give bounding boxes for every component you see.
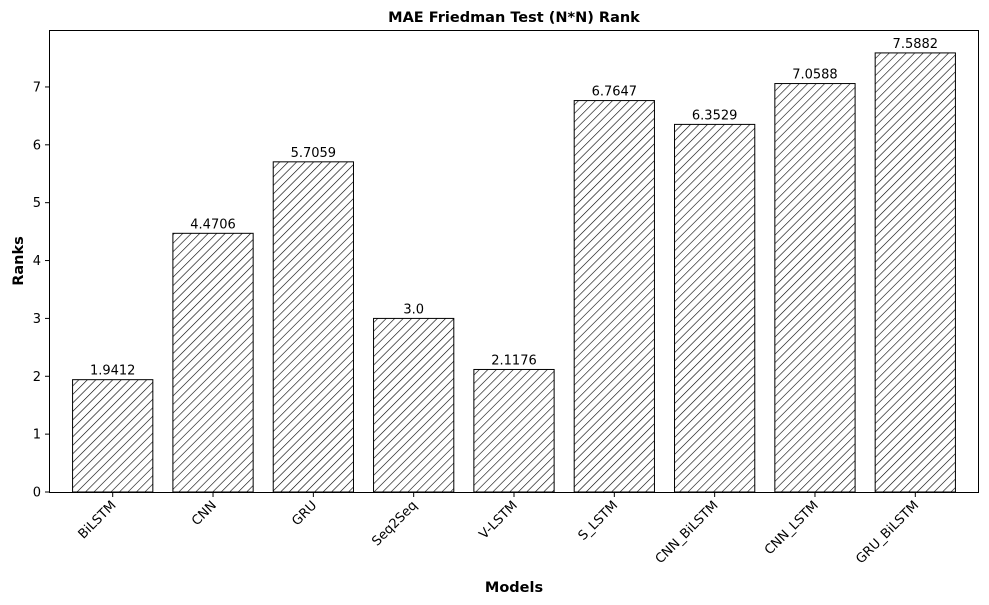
y-tick-label-5: 5 — [33, 196, 41, 211]
x-tick-label-seq2seq: Seq2Seq — [369, 498, 420, 549]
x-axis-label: Models — [485, 580, 543, 596]
data-label-v-lstm: 2.1176 — [491, 353, 537, 368]
x-tick-label-s_lstm: S_LSTM — [576, 498, 622, 544]
x-tick-label-bilstm: BiLSTM — [76, 498, 120, 542]
bar-gru_bilstm — [874, 52, 956, 493]
bar-v-lstm — [473, 368, 555, 493]
data-label-seq2seq: 3.0 — [403, 302, 424, 317]
y-tick-label-4: 4 — [33, 254, 41, 269]
bar-bilstm — [72, 379, 154, 493]
bar-cnn — [172, 232, 254, 493]
y-tick-label-1: 1 — [33, 428, 41, 443]
y-tick-label-2: 2 — [33, 370, 41, 385]
data-label-cnn_lstm: 7.0588 — [792, 68, 838, 83]
data-label-cnn: 4.4706 — [190, 217, 236, 232]
data-label-s_lstm: 6.7647 — [592, 85, 638, 100]
y-axis-label: Ranks — [11, 236, 27, 286]
plot-frame — [49, 30, 979, 493]
x-tick-label-cnn_lstm: CNN_LSTM — [762, 498, 822, 558]
data-label-gru_bilstm: 7.5882 — [893, 37, 939, 52]
x-tick-label-cnn_bilstm: CNN_BiLSTM — [653, 498, 722, 567]
x-tick-label-v-lstm: V-LSTM — [477, 498, 521, 542]
y-tick-label-0: 0 — [33, 486, 41, 501]
data-label-bilstm: 1.9412 — [90, 364, 136, 379]
y-tick-label-3: 3 — [33, 312, 41, 327]
y-tick-label-7: 7 — [33, 80, 41, 95]
bars-group: 1.9412 4.4706 5.7059 3.0 2.1176 6.7647 6.3529 7… — [72, 37, 956, 493]
x-tick-label-gru_bilstm: GRU_BiLSTM — [853, 498, 922, 567]
bar-cnn_lstm — [774, 83, 856, 493]
x-tick-label-gru: GRU — [289, 498, 320, 529]
data-label-cnn_bilstm: 6.3529 — [692, 108, 738, 123]
x-tick-label-cnn: CNN — [189, 498, 220, 529]
bar-s_lstm — [573, 100, 655, 493]
chart-title: MAE Friedman Test (N*N) Rank — [388, 10, 640, 26]
data-label-gru: 5.7059 — [291, 146, 337, 161]
bar-seq2seq — [373, 317, 455, 493]
bar-gru — [272, 161, 354, 493]
bar-cnn_bilstm — [674, 123, 756, 493]
y-tick-label-6: 6 — [33, 138, 41, 153]
